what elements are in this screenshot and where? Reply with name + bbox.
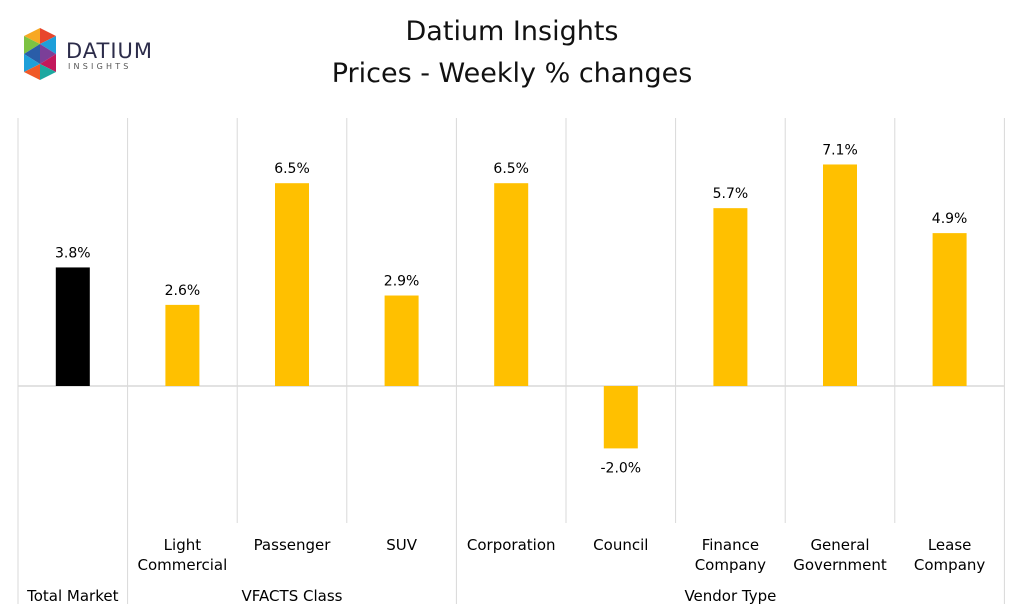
bar: [165, 304, 200, 386]
datium-logo: DATIUM INSIGHTS: [24, 28, 153, 80]
category-label: SUV: [386, 536, 418, 554]
category-label: Passenger: [254, 536, 332, 554]
data-label: 7.1%: [822, 142, 858, 158]
data-label: 2.9%: [384, 274, 420, 290]
bar: [494, 183, 529, 386]
data-label: 2.6%: [165, 283, 201, 299]
bar: [603, 386, 638, 449]
bar: [55, 267, 90, 386]
data-label: 5.7%: [713, 186, 749, 202]
bar: [275, 183, 309, 386]
logo-mark-icon: [24, 28, 56, 80]
data-label: 4.9%: [932, 211, 968, 227]
category-label: General: [810, 536, 869, 554]
data-label: -2.0%: [600, 460, 641, 476]
category-label: Government: [793, 556, 887, 574]
category-label: Council: [593, 536, 648, 554]
data-label: 6.5%: [274, 161, 310, 177]
category-label: Company: [914, 556, 985, 574]
data-label: 3.8%: [55, 245, 91, 261]
bar: [932, 233, 967, 386]
logo-subtitle: INSIGHTS: [68, 62, 132, 71]
data-label: 6.5%: [493, 161, 529, 177]
chart-subtitle: Prices - Weekly % changes: [331, 58, 693, 89]
category-label: Commercial: [138, 556, 228, 574]
chart-title: Datium Insights: [405, 16, 619, 47]
logo-wordmark: DATIUM: [66, 39, 153, 63]
bar: [384, 295, 419, 386]
category-label: Lease: [928, 536, 972, 554]
category-label: Finance: [702, 536, 759, 554]
category-label: Corporation: [467, 536, 556, 554]
category-label: Light: [164, 536, 202, 554]
group-label: Vendor Type: [684, 587, 776, 605]
group-label: VFACTS Class: [242, 587, 343, 605]
bar: [713, 208, 748, 386]
category-label: Total Market: [26, 587, 118, 605]
bar: [823, 164, 857, 386]
category-label: Company: [695, 556, 766, 574]
